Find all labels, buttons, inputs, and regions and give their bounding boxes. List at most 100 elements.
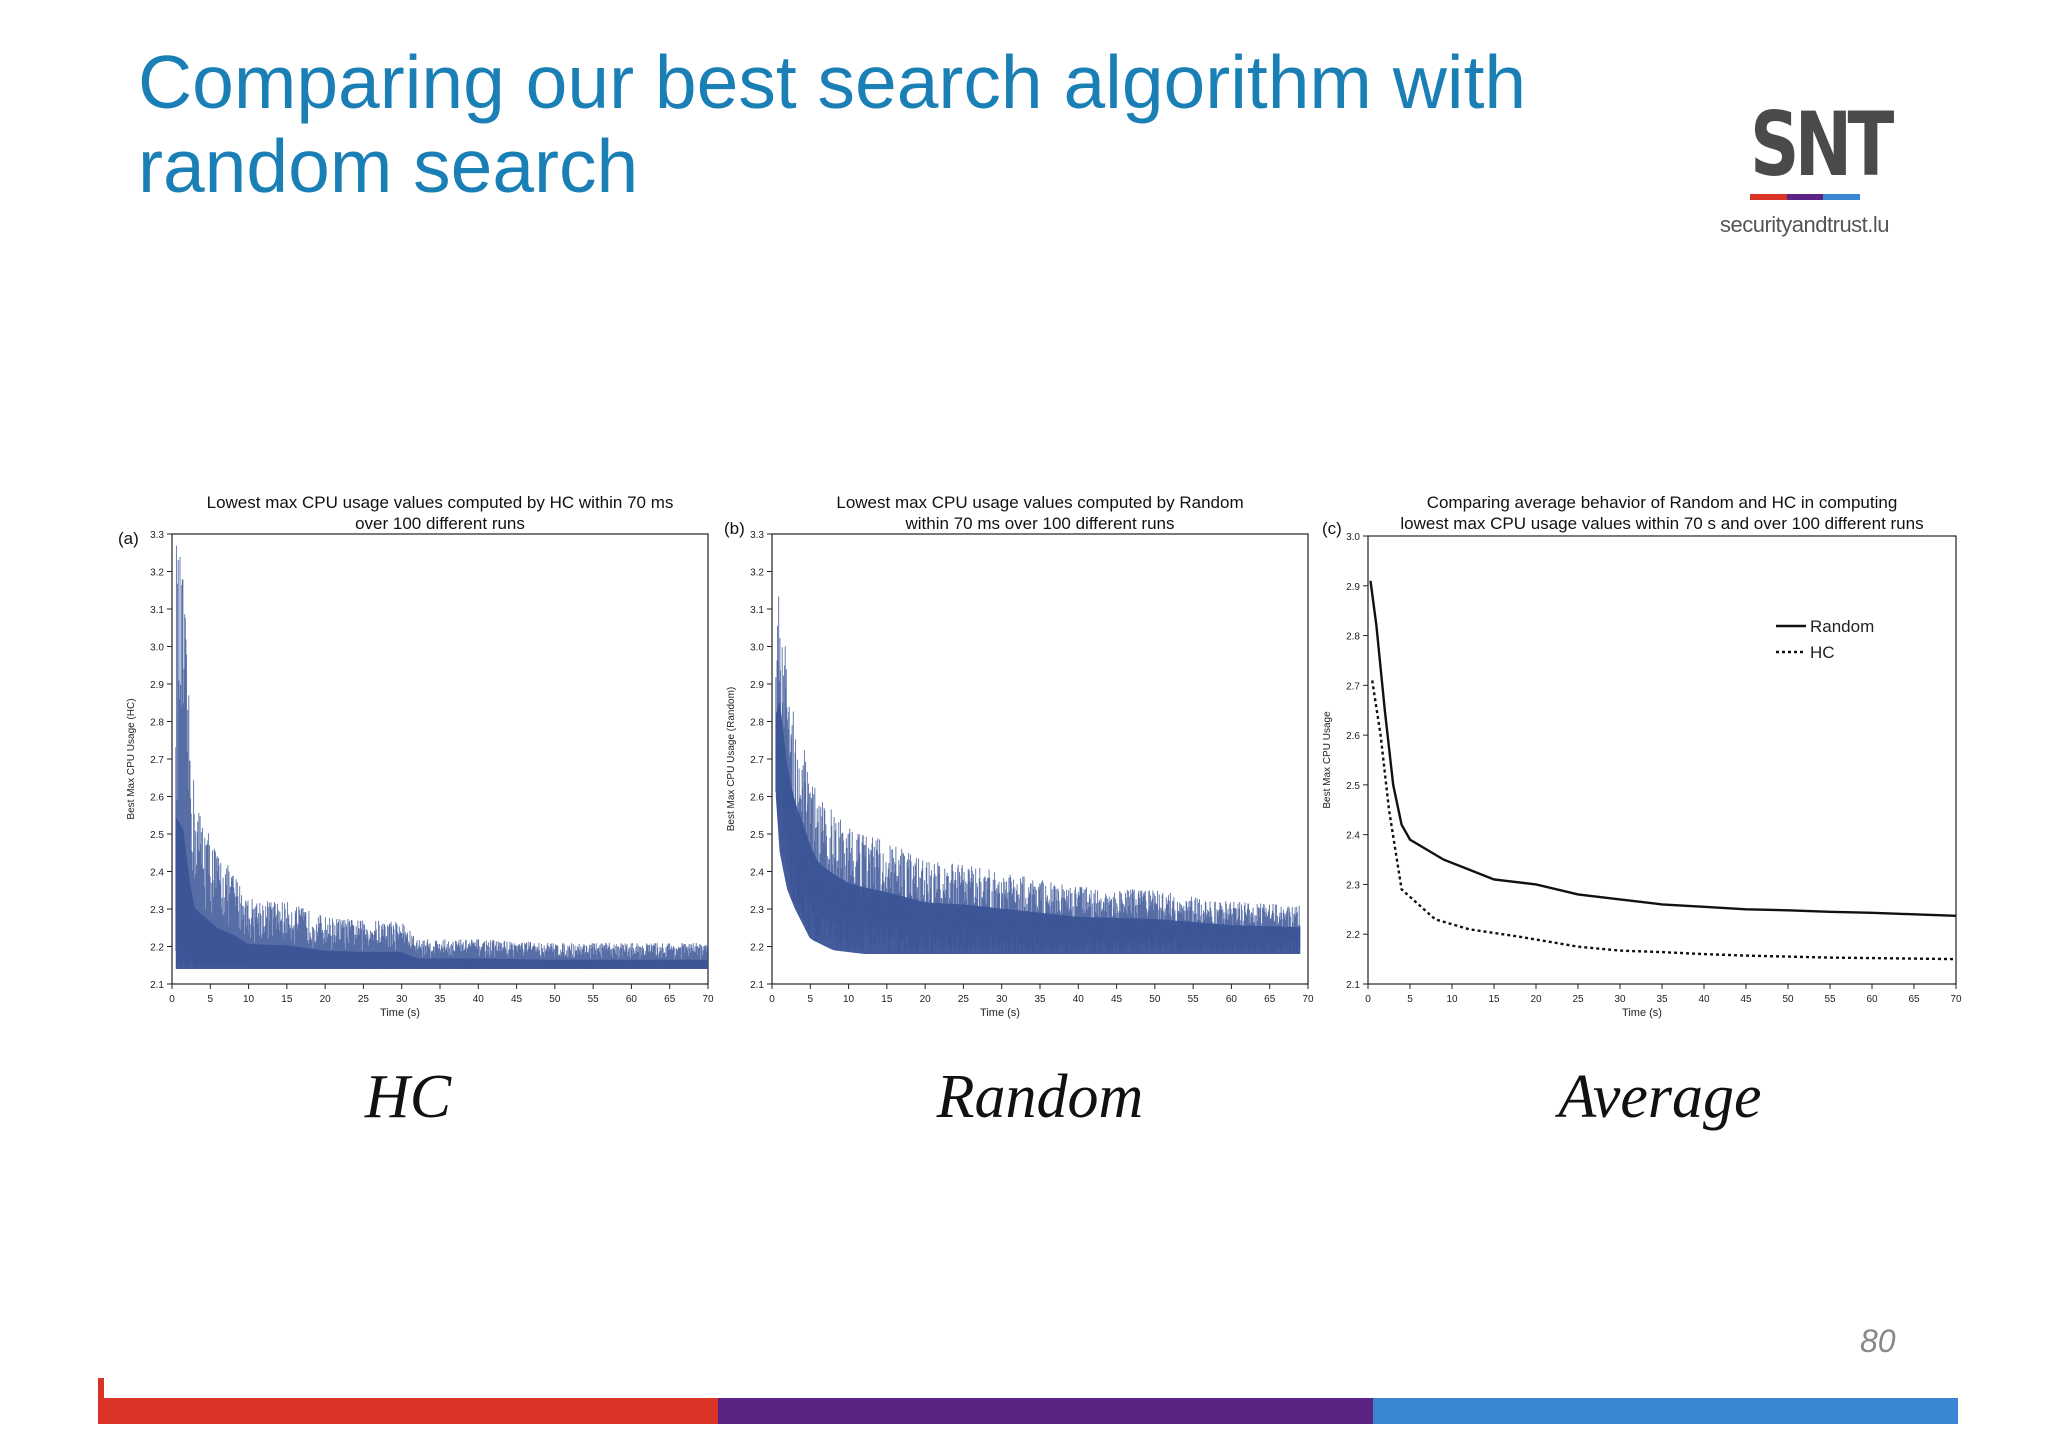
logo-mark: SNT <box>1750 93 1894 196</box>
x-tick-label: 35 <box>1034 994 1046 1005</box>
y-tick-label: 2.8 <box>750 718 764 729</box>
footer-bar <box>98 1398 1958 1424</box>
x-tick-label: 70 <box>1302 994 1314 1005</box>
series-line-hc <box>1371 680 1957 961</box>
chart-title-line: lowest max CPU usage values within 70 s … <box>1400 514 1923 533</box>
y-tick-label: 2.9 <box>750 680 764 691</box>
x-tick-label: 50 <box>1149 994 1161 1005</box>
x-axis-label: Time (s) <box>1622 1007 1662 1019</box>
legend-label-hc: HC <box>1810 643 1835 662</box>
x-tick-label: 70 <box>702 994 714 1005</box>
y-tick-label: 3.0 <box>750 643 764 654</box>
panel-label: (a) <box>118 529 139 548</box>
chart-title-line: Comparing average behavior of Random and… <box>1427 493 1898 512</box>
x-tick-label: 25 <box>958 994 970 1005</box>
logo-url: securityandtrust.lu <box>1720 212 1890 237</box>
y-tick-label: 2.3 <box>150 905 164 916</box>
x-tick-label: 30 <box>396 994 408 1005</box>
y-tick-label: 2.2 <box>750 943 764 954</box>
y-tick-label: 2.8 <box>150 718 164 729</box>
chart-svg: Lowest max CPU usage values computed by … <box>724 493 1314 1019</box>
chart-title-line: Lowest max CPU usage values computed by … <box>207 493 674 512</box>
x-tick-label: 25 <box>1572 994 1584 1005</box>
x-tick-label: 55 <box>1188 994 1200 1005</box>
x-tick-label: 30 <box>996 994 1008 1005</box>
x-tick-label: 0 <box>1365 994 1371 1005</box>
x-axis-label: Time (s) <box>980 1007 1020 1019</box>
y-tick-label: 2.4 <box>150 868 164 879</box>
y-tick-label: 3.3 <box>150 530 164 541</box>
x-tick-label: 0 <box>769 994 775 1005</box>
y-tick-label: 3.1 <box>150 605 164 616</box>
y-tick-label: 2.5 <box>1346 781 1360 792</box>
x-tick-label: 5 <box>808 994 814 1005</box>
x-tick-label: 60 <box>626 994 638 1005</box>
y-tick-label: 2.1 <box>750 980 764 991</box>
x-tick-label: 35 <box>434 994 446 1005</box>
panel-label: (c) <box>1322 519 1342 538</box>
x-tick-label: 70 <box>1950 994 1962 1005</box>
y-tick-label: 2.3 <box>750 905 764 916</box>
x-tick-label: 65 <box>1264 994 1276 1005</box>
x-tick-label: 20 <box>1530 994 1542 1005</box>
y-tick-label: 2.8 <box>1346 632 1360 643</box>
footer-bar-blue <box>1373 1398 1958 1424</box>
y-tick-label: 2.5 <box>150 830 164 841</box>
x-tick-label: 55 <box>588 994 600 1005</box>
x-tick-label: 15 <box>881 994 893 1005</box>
panel-label: (b) <box>724 519 745 538</box>
y-tick-label: 3.0 <box>1346 532 1360 543</box>
y-tick-label: 2.2 <box>1346 930 1360 941</box>
y-tick-label: 2.5 <box>750 830 764 841</box>
x-tick-label: 45 <box>511 994 523 1005</box>
chart-svg: Lowest max CPU usage values computed by … <box>118 493 714 1019</box>
x-tick-label: 15 <box>1488 994 1500 1005</box>
y-tick-label: 3.3 <box>750 530 764 541</box>
caption-random: Random <box>936 1063 1144 1131</box>
caption-average: Average <box>1558 1063 1762 1131</box>
y-tick-label: 3.1 <box>750 605 764 616</box>
chart-hc: Lowest max CPU usage values computed by … <box>110 484 714 1024</box>
y-tick-label: 2.9 <box>150 680 164 691</box>
x-tick-label: 50 <box>549 994 561 1005</box>
page-number: 80 <box>1860 1323 1896 1359</box>
x-tick-label: 5 <box>1407 994 1413 1005</box>
x-tick-label: 35 <box>1656 994 1668 1005</box>
logo-color-bars <box>1750 194 1861 200</box>
series-noise <box>175 545 708 969</box>
x-tick-label: 40 <box>473 994 485 1005</box>
footer-bar-purple <box>718 1398 1373 1424</box>
y-axis-label: Best Max CPU Usage (Random) <box>726 687 737 832</box>
y-tick-label: 2.6 <box>1346 731 1360 742</box>
logo-bar-blue <box>1823 194 1861 200</box>
x-tick-label: 55 <box>1824 994 1836 1005</box>
x-tick-label: 10 <box>1446 994 1458 1005</box>
y-tick-label: 2.7 <box>1346 681 1360 692</box>
x-tick-label: 40 <box>1698 994 1710 1005</box>
logo-bar-purple <box>1786 194 1824 200</box>
plot-frame <box>1367 535 1957 985</box>
x-tick-label: 10 <box>243 994 255 1005</box>
y-tick-label: 3.0 <box>150 643 164 654</box>
chart-title-line: Lowest max CPU usage values computed by … <box>836 493 1243 512</box>
slide-title: Comparing our best search algorithm with… <box>138 40 1527 208</box>
logo-bar-red <box>1750 194 1787 200</box>
x-tick-label: 30 <box>1614 994 1626 1005</box>
chart-random: Lowest max CPU usage values computed by … <box>710 484 1314 1024</box>
y-tick-label: 2.6 <box>750 793 764 804</box>
chart-title-line: within 70 ms over 100 different runs <box>905 514 1175 533</box>
y-tick-label: 2.9 <box>1346 582 1360 593</box>
y-tick-label: 2.6 <box>150 793 164 804</box>
chart-average: Comparing average behavior of Random and… <box>1308 484 1988 1024</box>
x-tick-label: 45 <box>1740 994 1752 1005</box>
y-tick-label: 2.7 <box>750 755 764 766</box>
x-tick-label: 40 <box>1073 994 1085 1005</box>
x-tick-label: 5 <box>208 994 214 1005</box>
y-tick-label: 2.7 <box>150 755 164 766</box>
series-line-random <box>1369 580 1957 917</box>
caption-hc: HC <box>364 1063 452 1131</box>
series-noise <box>775 596 1301 954</box>
y-axis-label: Best Max CPU Usage (HC) <box>126 698 137 819</box>
x-tick-label: 60 <box>1226 994 1238 1005</box>
y-tick-label: 2.4 <box>1346 831 1360 842</box>
